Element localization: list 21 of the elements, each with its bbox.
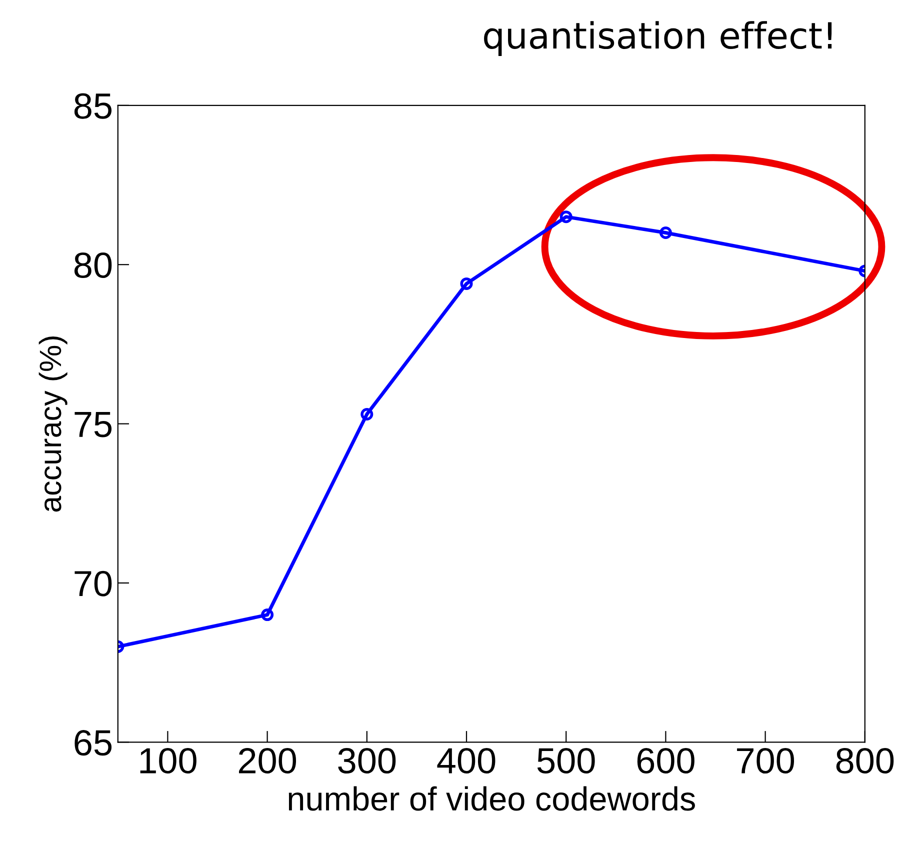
point — [560, 210, 572, 224]
x-tick-label: 400 — [437, 748, 496, 774]
x-tick-label: 600 — [637, 748, 694, 774]
x-axis-title: number of video codewords — [288, 786, 695, 811]
x-tick-label: 800 — [836, 748, 894, 774]
y-tick-label: 85 — [74, 93, 112, 119]
point — [460, 277, 473, 290]
text: quantisation effect! — [484, 21, 832, 56]
x-tick-label: 200 — [238, 748, 296, 774]
point — [261, 608, 274, 622]
x-tick-label: 500 — [537, 748, 595, 774]
y-tick-label: 70 — [74, 570, 112, 596]
point — [659, 226, 672, 240]
y-axis-title: accuracy (%) — [38, 336, 68, 512]
y-tick-label: 75 — [74, 412, 112, 438]
x-tick-label: 100 — [140, 748, 196, 774]
x-tick-label: 300 — [338, 748, 396, 774]
y-tick-label: 65 — [74, 730, 112, 756]
x-tick-label: 700 — [737, 748, 794, 774]
point — [360, 408, 374, 420]
y-tick-label: 80 — [74, 252, 112, 278]
